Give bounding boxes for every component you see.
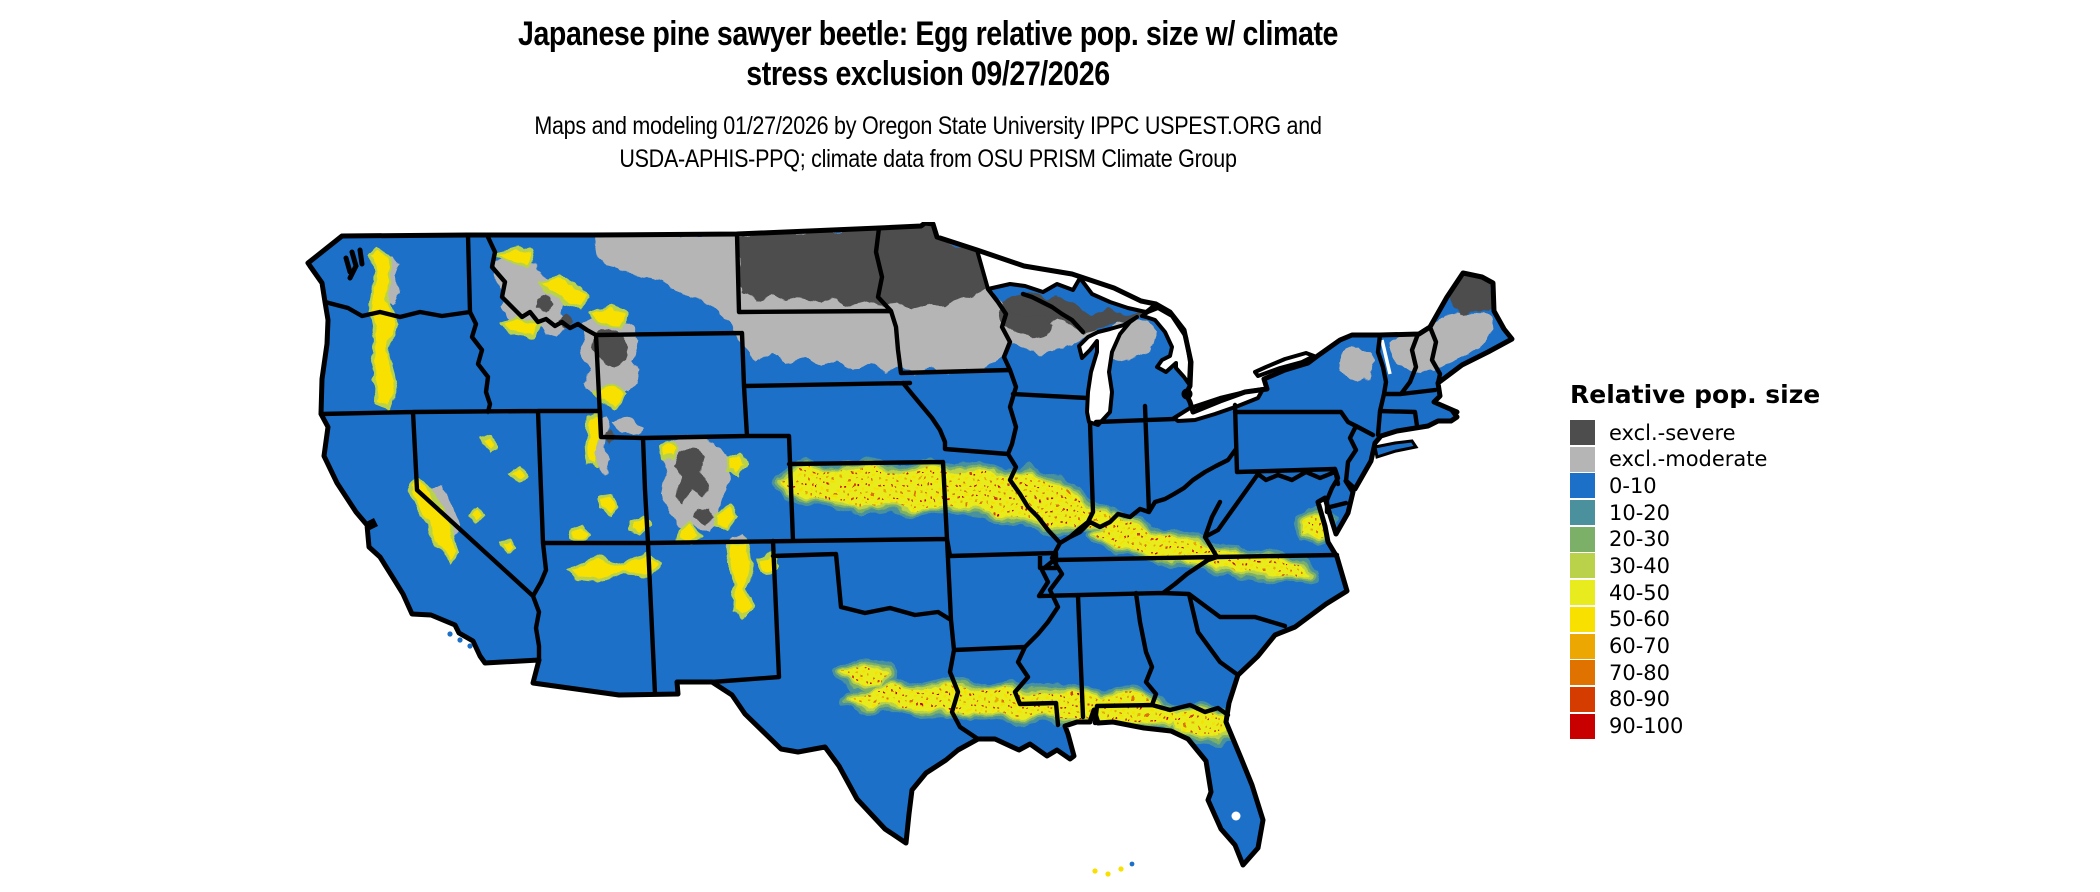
- legend-item: 60-70: [1570, 633, 1820, 659]
- florida-key: [1129, 861, 1135, 867]
- legend-label: excl.-moderate: [1609, 447, 1768, 472]
- legend-item: excl.-severe: [1570, 420, 1820, 445]
- legend-label: 70-80: [1609, 660, 1671, 685]
- chart-subtitle-line2: USDA-APHIS-PPQ; climate data from OSU PR…: [619, 144, 1237, 173]
- legend-swatch: [1570, 446, 1595, 472]
- us-choropleth-map: [300, 222, 1540, 877]
- florida-key: [1092, 868, 1098, 874]
- long-island: [1373, 439, 1419, 459]
- chart-title: Japanese pine sawyer beetle: Egg relativ…: [148, 14, 1707, 94]
- legend-label: 40-50: [1609, 580, 1671, 605]
- chart-header: Japanese pine sawyer beetle: Egg relativ…: [0, 14, 1856, 175]
- legend-item: 70-80: [1570, 660, 1820, 686]
- legend-label: 0-10: [1609, 473, 1657, 498]
- legend-swatch: [1570, 660, 1595, 686]
- puget-sound-marks: [343, 247, 365, 281]
- channel-island: [467, 643, 473, 649]
- legend-swatch: [1570, 500, 1595, 526]
- legend-items: excl.-severe excl.-moderate 0-10 10-20 20-30…: [1570, 420, 1820, 739]
- legend-swatch: [1570, 420, 1595, 445]
- legend-item: 90-100: [1570, 713, 1820, 739]
- legend-swatch: [1570, 686, 1595, 712]
- legend-item: 30-40: [1570, 553, 1820, 579]
- florida-key: [1118, 866, 1124, 872]
- channel-island: [457, 637, 463, 643]
- san-francisco-bay: [366, 518, 378, 530]
- channel-island: [447, 631, 453, 637]
- us-map-container: [300, 222, 1540, 882]
- legend-swatch: [1570, 526, 1595, 552]
- lake-ontario: [1253, 351, 1316, 378]
- legend-label: 50-60: [1609, 607, 1671, 632]
- legend-title: Relative pop. size: [1570, 380, 1821, 409]
- small-map-features: [343, 247, 1419, 877]
- map-legend: Relative pop. size excl.-severe excl.-mod…: [1570, 380, 1820, 740]
- florida-key: [1105, 871, 1111, 877]
- legend-label: 60-70: [1609, 634, 1671, 658]
- legend-label: 20-30: [1609, 527, 1671, 552]
- legend-swatch: [1570, 553, 1595, 579]
- population-bands-layer: [368, 244, 1330, 738]
- legend-item: excl.-moderate: [1570, 446, 1820, 472]
- legend-swatch: [1570, 713, 1595, 739]
- lake-champlain: [1380, 339, 1392, 375]
- legend-swatch: [1570, 633, 1595, 659]
- legend-swatch: [1570, 606, 1595, 632]
- legend-item: 80-90: [1570, 686, 1820, 712]
- legend-label: 90-100: [1609, 714, 1684, 739]
- lake-michigan: [1077, 315, 1139, 427]
- legend-item: 10-20: [1570, 500, 1820, 526]
- chart-subtitle-line1: Maps and modeling 01/27/2026 by Oregon S…: [534, 112, 1322, 141]
- lake-okeechobee: [1231, 811, 1241, 821]
- legend-item: 20-30: [1570, 526, 1820, 552]
- legend-swatch: [1570, 473, 1595, 499]
- legend-item: 40-50: [1570, 580, 1820, 606]
- legend-label: 10-20: [1609, 500, 1671, 525]
- chart-title-line2: stress exclusion 09/27/2026: [746, 55, 1110, 94]
- legend-label: excl.-severe: [1609, 420, 1736, 445]
- legend-swatch: [1570, 580, 1595, 606]
- legend-label: 80-90: [1609, 687, 1671, 712]
- chart-title-line1: Japanese pine sawyer beetle: Egg relativ…: [518, 15, 1338, 53]
- legend-item: 0-10: [1570, 473, 1820, 499]
- chart-subtitle: Maps and modeling 01/27/2026 by Oregon S…: [130, 110, 1726, 175]
- legend-label: 30-40: [1609, 553, 1671, 578]
- legend-item: 50-60: [1570, 606, 1820, 632]
